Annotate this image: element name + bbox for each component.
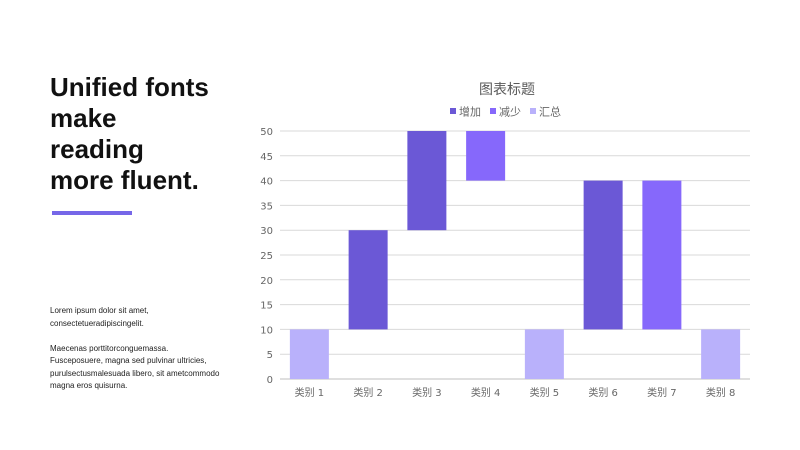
y-tick-label: 35 xyxy=(260,201,273,212)
x-category-label: 类别 4 xyxy=(471,386,501,399)
x-category-label: 类别 8 xyxy=(706,386,736,399)
bar-increase xyxy=(583,180,623,330)
chart-x-axis: 类别 1 类别 2 类别 3 类别 4 类别 5 类别 6 类别 7 类别 8 xyxy=(295,386,736,399)
y-tick-label: 0 xyxy=(267,375,273,386)
legend-label-decrease: 减少 xyxy=(499,106,521,119)
bar-decrease xyxy=(642,180,682,330)
bar-decrease xyxy=(466,131,506,181)
body-text: Lorem ipsum dolor sit amet, consectetuer… xyxy=(50,305,220,405)
x-category-label: 类别 7 xyxy=(647,386,677,399)
x-category-label: 类别 3 xyxy=(412,386,442,399)
y-tick-label: 15 xyxy=(260,301,273,312)
x-category-label: 类别 6 xyxy=(588,386,618,399)
body-paragraph-2: Maecenas porttitorconguemassa. Fusceposu… xyxy=(50,343,220,391)
y-tick-label: 40 xyxy=(260,177,273,188)
chart-y-axis: 0 5 10 15 20 25 30 35 40 45 50 xyxy=(260,127,273,386)
chart-title: 图表标题 xyxy=(479,82,535,98)
legend-label-total: 汇总 xyxy=(539,105,561,119)
chart-legend: 增加 减少 汇总 xyxy=(450,105,561,119)
y-tick-label: 10 xyxy=(260,325,273,336)
x-category-label: 类别 5 xyxy=(530,386,560,399)
y-tick-label: 45 xyxy=(260,152,273,163)
y-tick-label: 25 xyxy=(260,251,273,262)
x-category-label: 类别 1 xyxy=(295,386,325,399)
y-tick-label: 30 xyxy=(260,226,273,237)
bar-increase xyxy=(407,131,447,231)
bar-total xyxy=(701,329,741,379)
x-category-label: 类别 2 xyxy=(353,386,383,399)
slide-headline: Unified fonts make reading more fluent. xyxy=(50,72,209,195)
y-tick-label: 50 xyxy=(260,127,273,138)
legend-swatch-total xyxy=(530,108,536,114)
legend-swatch-increase xyxy=(450,108,456,114)
accent-divider xyxy=(52,211,132,215)
y-tick-label: 5 xyxy=(267,350,273,361)
y-tick-label: 20 xyxy=(260,276,273,287)
bar-total xyxy=(289,329,329,379)
body-paragraph-1: Lorem ipsum dolor sit amet, consectetuer… xyxy=(50,306,149,328)
legend-swatch-decrease xyxy=(490,108,496,114)
legend-label-increase: 增加 xyxy=(459,105,481,119)
bar-total xyxy=(524,329,564,379)
bar-increase xyxy=(348,230,388,330)
chart-bars xyxy=(289,131,741,379)
